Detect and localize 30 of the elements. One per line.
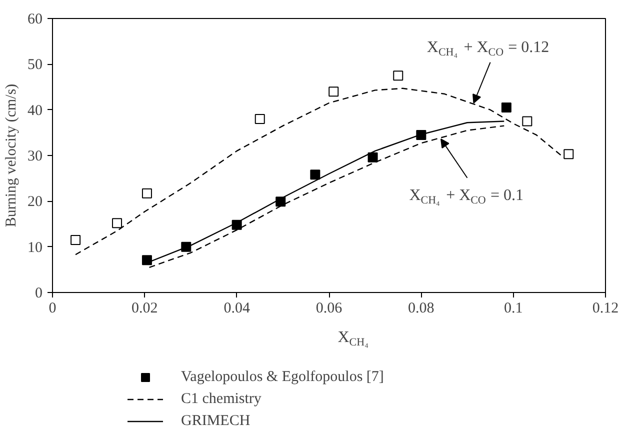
y-tick-label: 20 [28, 194, 42, 210]
point [70, 234, 81, 245]
x-tick-label: 0 [48, 300, 56, 316]
point [142, 188, 152, 198]
legend-label: GRIMECH [181, 412, 250, 430]
point [501, 102, 512, 113]
point [142, 255, 152, 266]
y-tick-label: 10 [28, 240, 42, 256]
point [112, 218, 122, 228]
point [393, 70, 404, 81]
x-tick-label: 0.12 [592, 300, 619, 316]
x-tick-label: 0.06 [316, 300, 343, 316]
y-tick-label: 40 [28, 102, 42, 119]
point [310, 170, 320, 180]
point [522, 116, 532, 126]
legend-label: Vagelopoulos & Egolfopoulos [7] [181, 368, 384, 386]
legend-label: C1 chemistry [181, 390, 262, 408]
y-tick-label: 0 [35, 286, 42, 302]
point [564, 149, 574, 160]
x-tick-label: 0.1 [504, 300, 523, 316]
x-tick-label: 0.04 [224, 300, 250, 316]
y-tick-label: 50 [28, 57, 42, 74]
y-axis-title: Burning velocity (cm/s) [4, 84, 20, 228]
point [254, 114, 265, 124]
x-tick-label: 0.08 [408, 300, 434, 316]
point [328, 86, 339, 97]
point [368, 152, 378, 162]
y-tick-label: 60 [28, 12, 42, 28]
x-tick-label: 0.02 [132, 300, 158, 316]
y-tick-label: 30 [28, 148, 42, 164]
